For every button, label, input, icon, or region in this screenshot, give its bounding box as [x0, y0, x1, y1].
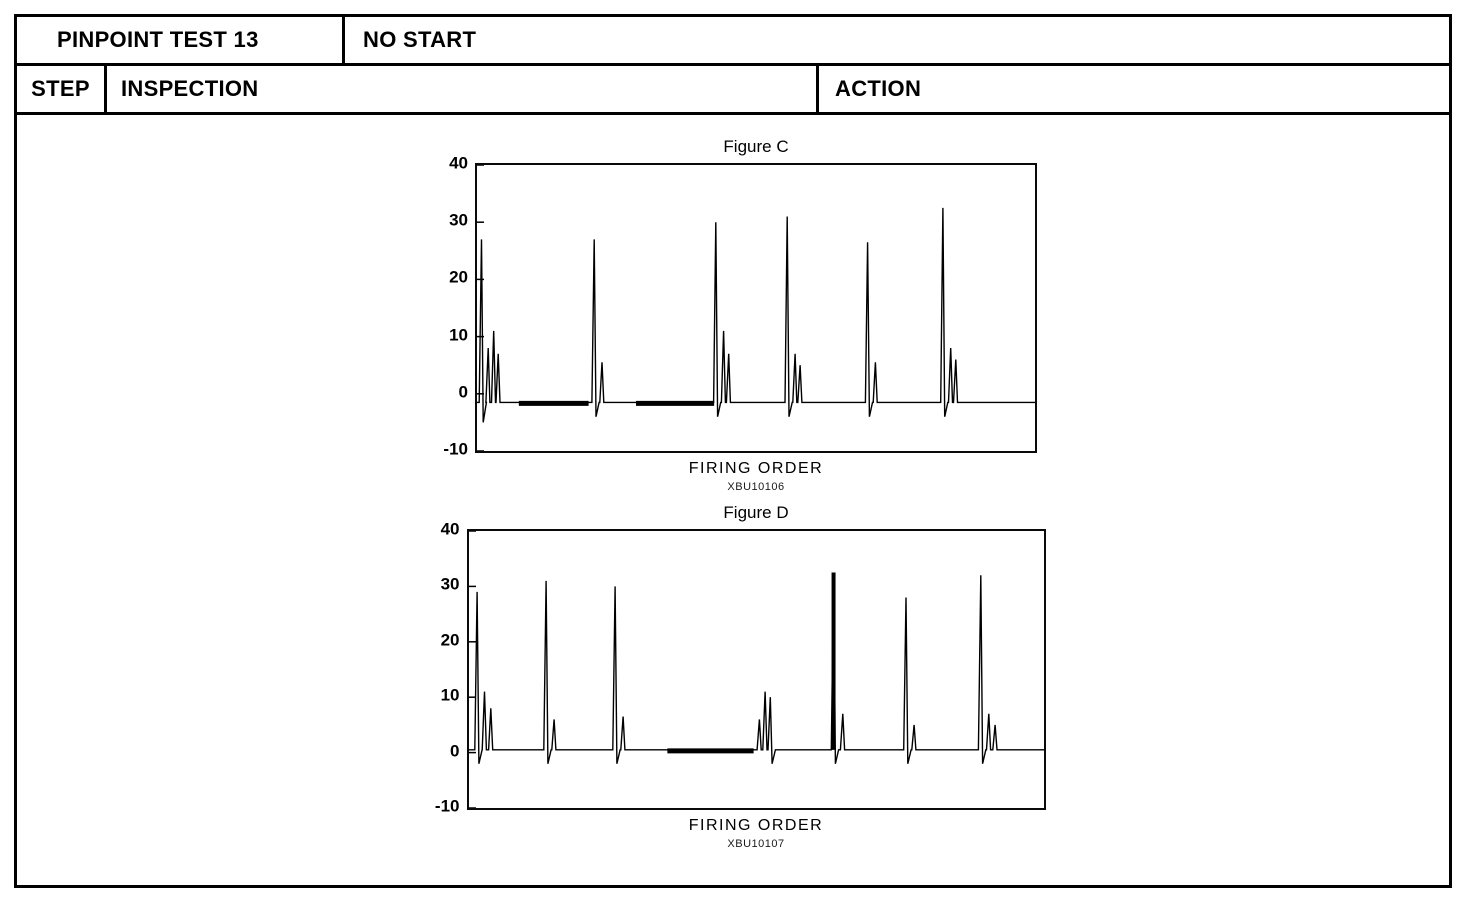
figure-c: Figure C 40 30 20 10 0 -10 FIRING ORDER XBU10… — [17, 137, 1449, 493]
figure-c-title: Figure C — [723, 137, 789, 156]
column-header-step: STEP — [17, 66, 107, 112]
y-tick-label: 0 — [458, 382, 468, 402]
figure-d-waveform — [468, 531, 1044, 808]
column-header-inspection: INSPECTION — [107, 66, 819, 112]
pinpoint-test-label: PINPOINT TEST 13 — [17, 17, 345, 63]
document-body: Figure C 40 30 20 10 0 -10 FIRING ORDER XBU10… — [17, 137, 1449, 850]
y-tick-label: 0 — [450, 741, 460, 761]
test-title: NO START — [363, 27, 477, 52]
figure-d: Figure D 40 30 20 10 0 -10 FIRING ORDER XBU10… — [17, 503, 1449, 850]
figure-d-y-axis: 40 30 20 10 0 -10 — [421, 521, 467, 815]
y-tick-label: 40 — [449, 153, 468, 173]
y-tick-label: -10 — [434, 796, 460, 816]
figure-c-x-axis-label: FIRING ORDER — [688, 460, 824, 477]
y-tick-label: 10 — [449, 325, 468, 345]
y-tick-label: 20 — [440, 630, 460, 650]
document-frame: PINPOINT TEST 13 NO START STEP INSPECTIO… — [14, 14, 1452, 888]
figure-c-waveform — [477, 165, 1035, 451]
figure-d-title: Figure D — [723, 503, 789, 522]
figure-c-chart — [475, 163, 1037, 453]
y-tick-label: 30 — [449, 210, 468, 230]
y-tick-label: 30 — [440, 574, 460, 594]
figure-d-chart — [466, 529, 1046, 810]
y-tick-label: -10 — [443, 439, 468, 459]
figure-c-y-axis: 40 30 20 10 0 -10 — [429, 155, 475, 458]
figure-d-caption: XBU10107 — [727, 838, 785, 850]
y-tick-label: 20 — [449, 267, 468, 287]
y-tick-label: 10 — [440, 685, 460, 705]
column-header-action: ACTION — [835, 76, 922, 101]
header-row-test: PINPOINT TEST 13 NO START — [17, 17, 1449, 66]
y-tick-label: 40 — [440, 519, 460, 539]
figure-d-x-axis-label: FIRING ORDER — [688, 817, 824, 834]
figure-c-caption: XBU10106 — [727, 481, 785, 493]
header-row-columns: STEP INSPECTION ACTION — [17, 66, 1449, 115]
